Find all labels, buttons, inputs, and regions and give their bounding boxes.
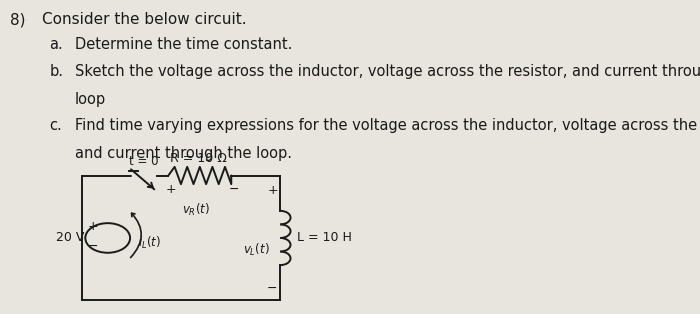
Text: $v_L(t)$: $v_L(t)$ — [243, 241, 270, 257]
Text: R = 10 Ω: R = 10 Ω — [170, 152, 227, 165]
Text: t = 0: t = 0 — [129, 155, 158, 168]
Text: Consider the below circuit.: Consider the below circuit. — [43, 12, 247, 27]
Text: Find time varying expressions for the voltage across the inductor, voltage acros: Find time varying expressions for the vo… — [75, 118, 700, 133]
Text: +: + — [166, 183, 176, 196]
Text: 20 V: 20 V — [57, 231, 85, 244]
Text: +: + — [267, 184, 278, 198]
Text: Determine the time constant.: Determine the time constant. — [75, 37, 293, 52]
Text: −: − — [267, 282, 278, 295]
Text: −: − — [88, 240, 98, 253]
Text: c.: c. — [50, 118, 62, 133]
Text: +: + — [88, 220, 98, 233]
Text: b.: b. — [50, 64, 64, 79]
Text: loop: loop — [75, 92, 106, 107]
Text: Sketch the voltage across the inductor, voltage across the resistor, and current: Sketch the voltage across the inductor, … — [75, 64, 700, 79]
Text: $i_L(t)$: $i_L(t)$ — [138, 235, 161, 252]
Text: a.: a. — [50, 37, 63, 52]
Text: $v_R(t)$: $v_R(t)$ — [182, 202, 210, 218]
Text: L = 10 H: L = 10 H — [297, 231, 351, 244]
Text: and current through the loop.: and current through the loop. — [75, 146, 292, 161]
Text: 8): 8) — [10, 12, 25, 27]
Text: −: − — [229, 183, 239, 196]
